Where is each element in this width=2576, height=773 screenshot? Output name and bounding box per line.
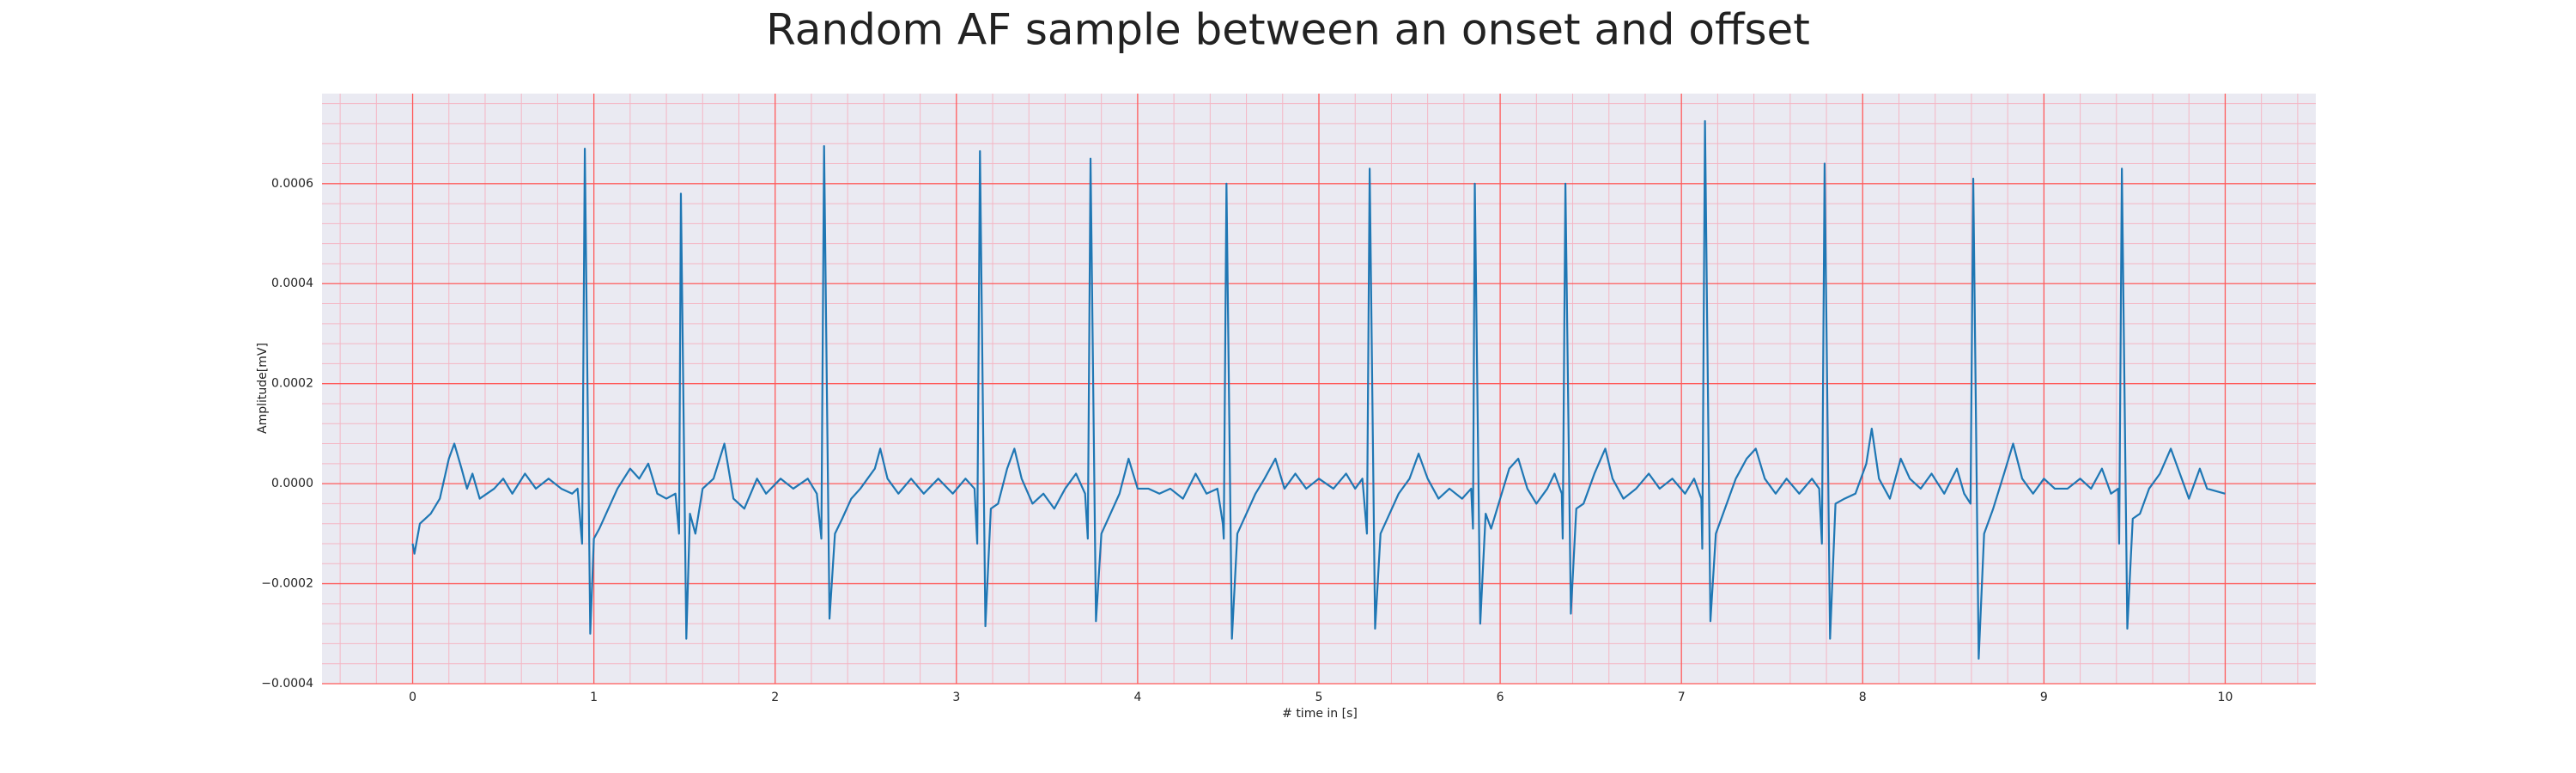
x-tick-label: 7 [1678,691,1686,704]
y-axis-label: Amplitude[mV] [256,343,270,434]
x-tick-label: 3 [952,691,960,704]
x-tick-label: 8 [1859,691,1867,704]
x-tick-label: 1 [590,691,598,704]
y-tick-label: 0.0004 [271,277,313,290]
y-tick-label: 0.0000 [271,477,313,490]
y-tick-label: 0.0006 [271,177,313,191]
x-axis-label: # time in [s] [1282,707,1358,721]
x-tick-label: 2 [771,691,779,704]
chart-title: Random AF sample between an onset and of… [766,5,1810,55]
x-tick-label: 10 [2218,691,2233,704]
x-tick-label: 5 [1315,691,1323,704]
signal-line [411,119,2226,660]
x-tick-label: 0 [409,691,416,704]
x-tick-label: 4 [1133,691,1141,704]
y-tick-label: 0.0002 [271,377,313,391]
x-tick-label: 6 [1497,691,1504,704]
y-tick-label: −0.0002 [261,577,313,591]
y-tick-label: −0.0004 [261,677,313,691]
x-tick-label: 9 [2040,691,2048,704]
